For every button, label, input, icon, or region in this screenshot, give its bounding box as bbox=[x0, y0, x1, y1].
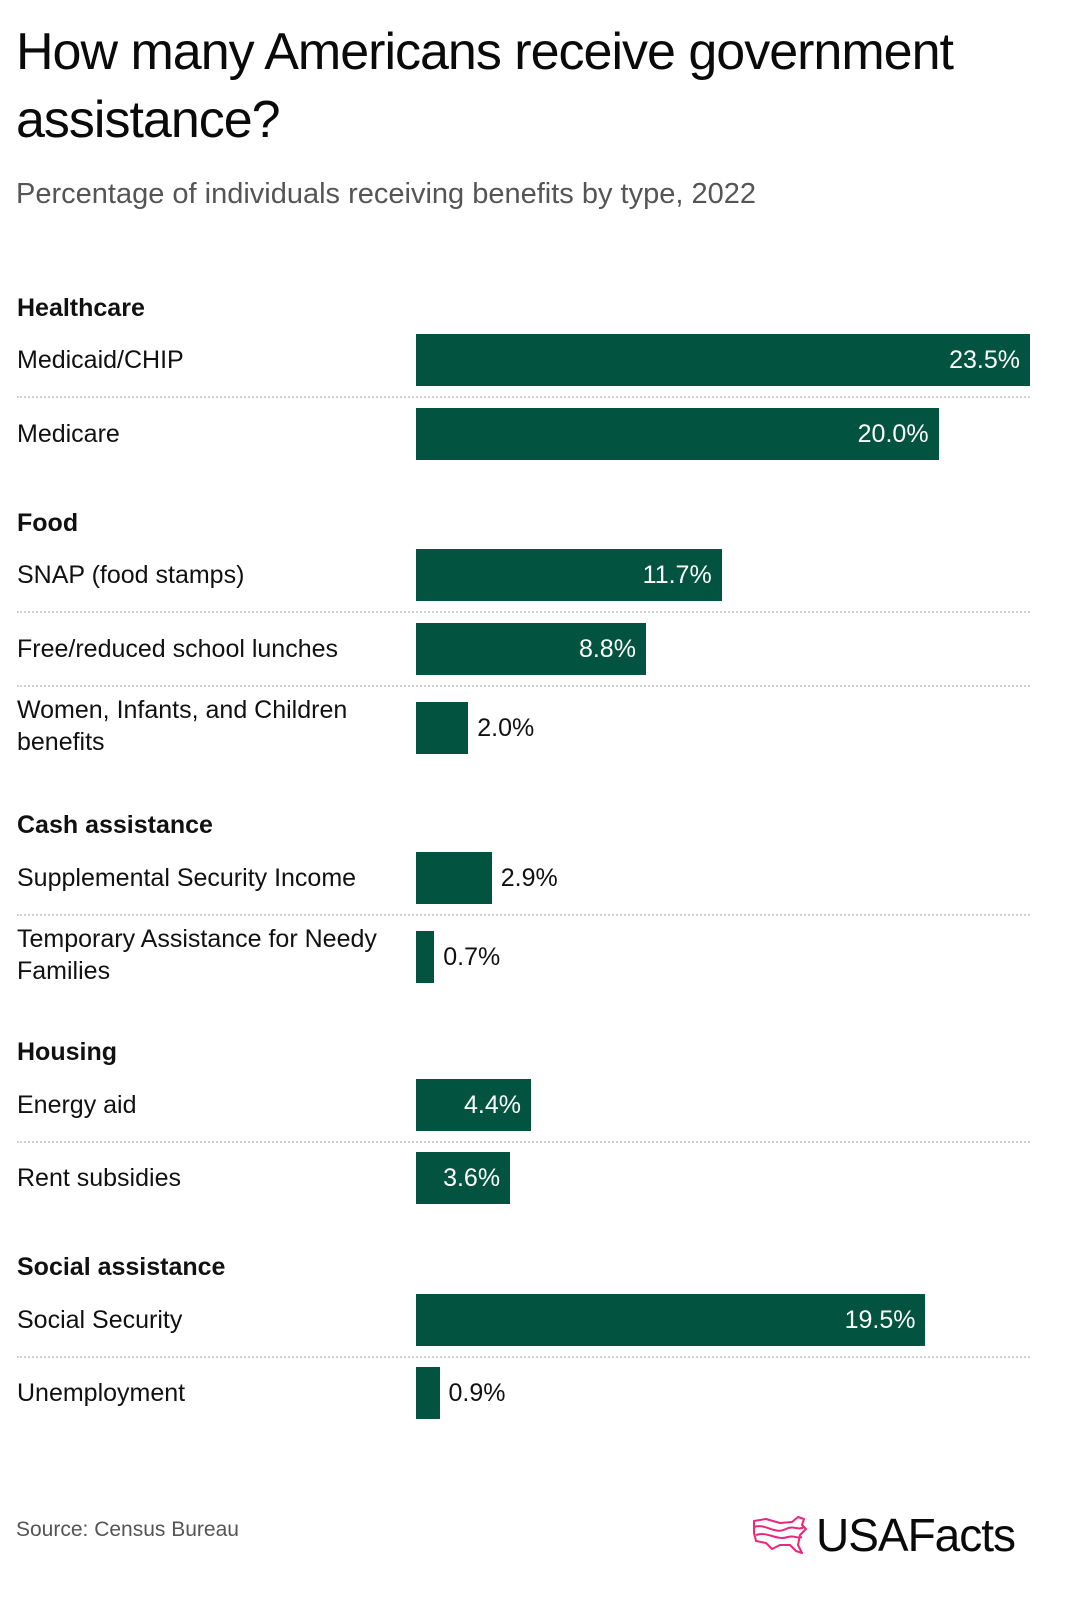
category-label: Energy aid bbox=[17, 1091, 137, 1119]
data-label: 20.0% bbox=[857, 420, 929, 448]
category-label: Rent subsidies bbox=[17, 1164, 181, 1192]
group-header: Cash assistance bbox=[17, 811, 213, 839]
usafacts-logo: USAFacts bbox=[752, 1508, 1016, 1562]
row-divider bbox=[17, 396, 1030, 398]
row-divider bbox=[17, 611, 1030, 613]
group-header: Healthcare bbox=[17, 294, 145, 322]
bar bbox=[416, 702, 469, 754]
data-label: 0.9% bbox=[448, 1379, 506, 1407]
chart-title: How many Americans receive government as… bbox=[16, 23, 954, 149]
bar bbox=[416, 549, 722, 601]
data-label: 11.7% bbox=[642, 561, 712, 589]
data-label: 3.6% bbox=[443, 1164, 501, 1192]
category-label: Unemployment bbox=[17, 1379, 186, 1407]
category-label: Medicare bbox=[17, 420, 120, 448]
row-divider bbox=[17, 1141, 1030, 1143]
category-label: Social Security bbox=[17, 1306, 183, 1334]
category-label: SNAP (food stamps) bbox=[17, 561, 245, 589]
bar bbox=[416, 334, 1030, 386]
data-label: 8.8% bbox=[578, 635, 636, 663]
bar bbox=[416, 408, 939, 460]
chart-subtitle: Percentage of individuals receiving bene… bbox=[16, 178, 756, 210]
bar bbox=[416, 1152, 511, 1204]
category-label: Free/reduced school lunches bbox=[17, 635, 339, 663]
data-label: 19.5% bbox=[844, 1306, 916, 1334]
group-header: Food bbox=[17, 509, 79, 537]
category-label: Women, Infants, and Children benefits bbox=[17, 696, 348, 756]
category-label: Supplemental Security Income bbox=[17, 864, 357, 892]
group-header: Housing bbox=[17, 1038, 117, 1066]
data-label: 2.0% bbox=[477, 714, 535, 742]
logo-text: USAFacts bbox=[816, 1509, 1016, 1561]
row-divider bbox=[17, 685, 1030, 687]
bar-chart: Healthcare Medicaid/CHIP 23.5% Medicare 20.0… bbox=[17, 294, 1030, 1419]
data-label: 4.4% bbox=[463, 1091, 521, 1119]
bar bbox=[416, 623, 646, 675]
bar bbox=[416, 931, 435, 983]
bar bbox=[416, 1367, 440, 1419]
category-label: Temporary Assistance for Needy Families bbox=[17, 925, 377, 985]
bar bbox=[416, 852, 492, 904]
bar bbox=[416, 1079, 531, 1131]
data-label: 0.7% bbox=[443, 943, 501, 971]
source-note: Source: Census Bureau bbox=[16, 1518, 239, 1541]
data-label: 23.5% bbox=[949, 346, 1020, 374]
row-divider bbox=[17, 914, 1030, 916]
category-label: Medicaid/CHIP bbox=[17, 346, 184, 374]
bar bbox=[416, 1294, 926, 1346]
usa-map-icon bbox=[753, 1516, 807, 1554]
group-header: Social assistance bbox=[17, 1253, 226, 1281]
row-divider bbox=[17, 1356, 1030, 1358]
data-label: 2.9% bbox=[500, 864, 558, 892]
